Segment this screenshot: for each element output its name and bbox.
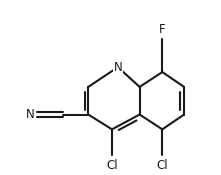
Text: N: N: [26, 108, 35, 121]
Text: N: N: [114, 61, 122, 74]
Text: F: F: [159, 23, 166, 36]
Text: Cl: Cl: [106, 159, 118, 172]
Text: Cl: Cl: [156, 159, 168, 172]
